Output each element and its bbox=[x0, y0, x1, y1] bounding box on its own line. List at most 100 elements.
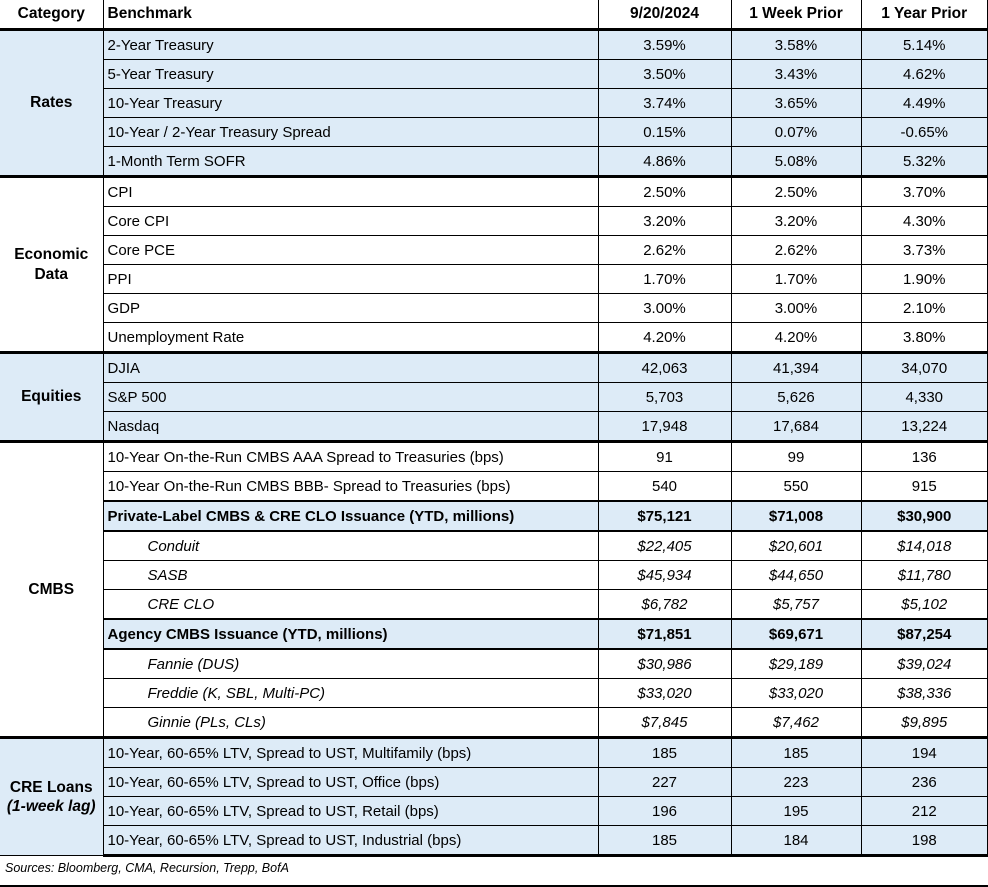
value-cell: 5,703 bbox=[597, 382, 732, 412]
value-cell: 4.86% bbox=[597, 146, 732, 177]
table-row: 10-Year, 60-65% LTV, Spread to UST, Indu… bbox=[0, 825, 988, 857]
col-header-category: Category bbox=[0, 0, 104, 30]
table-row: Economic Data CPI 2.50% 2.50% 3.70% bbox=[0, 175, 988, 353]
value-cell: 212 bbox=[860, 796, 988, 826]
value-cell: 34,070 bbox=[860, 351, 988, 383]
table-row: CRE Loans (1-week lag) 10-Year, 60-65% L… bbox=[0, 736, 988, 856]
value-cell: 13,224 bbox=[860, 411, 988, 442]
benchmark-cell: S&P 500 bbox=[102, 382, 599, 412]
col-header-current-date: 9/20/2024 bbox=[597, 0, 732, 30]
benchmark-cell: 5-Year Treasury bbox=[102, 59, 599, 89]
table-row-summary: Private-Label CMBS & CRE CLO Issuance (Y… bbox=[0, 500, 988, 532]
benchmark-cell: Freddie (K, SBL, Multi-PC) bbox=[102, 678, 599, 708]
table-row: Rates 2-Year Treasury 3.59% 3.58% 5.14% bbox=[0, 28, 988, 177]
benchmark-cell: GDP bbox=[102, 293, 599, 323]
benchmark-cell: 10-Year, 60-65% LTV, Spread to UST, Offi… bbox=[102, 767, 599, 797]
value-cell: 4,330 bbox=[860, 382, 988, 412]
value-cell: $39,024 bbox=[860, 648, 988, 679]
value-cell: 99 bbox=[730, 440, 862, 472]
value-cell: 0.07% bbox=[730, 117, 862, 147]
category-cell-rates: Rates bbox=[0, 28, 104, 177]
category-cell-cre-loans: CRE Loans (1-week lag) bbox=[0, 736, 104, 856]
table-row-sub: CRE CLO $6,782 $5,757 $5,102 bbox=[0, 589, 988, 620]
benchmark-cell: 10-Year, 60-65% LTV, Spread to UST, Mult… bbox=[102, 736, 599, 768]
value-cell: 2.10% bbox=[860, 293, 988, 323]
table-row: PPI 1.70% 1.70% 1.90% bbox=[0, 264, 988, 294]
value-cell: 184 bbox=[730, 825, 862, 857]
value-cell: 550 bbox=[730, 471, 862, 502]
value-cell: 0.15% bbox=[597, 117, 732, 147]
value-cell: 185 bbox=[597, 825, 732, 857]
value-cell: 3.58% bbox=[730, 28, 862, 60]
category-cell-economic-data: Economic Data bbox=[0, 175, 104, 353]
benchmark-cell: 10-Year Treasury bbox=[102, 88, 599, 118]
value-cell: $71,851 bbox=[597, 618, 732, 650]
sources-note: Sources: Bloomberg, CMA, Recursion, Trep… bbox=[0, 857, 988, 887]
value-cell: 198 bbox=[860, 825, 988, 857]
value-cell: $9,895 bbox=[860, 707, 988, 738]
table-row: 5-Year Treasury 3.50% 3.43% 4.62% bbox=[0, 59, 988, 89]
value-cell: $44,650 bbox=[730, 560, 862, 590]
table-row: 10-Year / 2-Year Treasury Spread 0.15% 0… bbox=[0, 117, 988, 147]
value-cell: 2.62% bbox=[730, 235, 862, 265]
benchmark-cell: 10-Year On-the-Run CMBS AAA Spread to Tr… bbox=[102, 440, 599, 472]
benchmark-cell: 10-Year, 60-65% LTV, Spread to UST, Indu… bbox=[102, 825, 599, 857]
value-cell: 4.49% bbox=[860, 88, 988, 118]
col-header-1-week-prior: 1 Week Prior bbox=[730, 0, 862, 30]
value-cell: 2.50% bbox=[597, 175, 732, 207]
value-cell: 1.90% bbox=[860, 264, 988, 294]
table-row-sub: Freddie (K, SBL, Multi-PC) $33,020 $33,0… bbox=[0, 678, 988, 708]
table-row: CMBS 10-Year On-the-Run CMBS AAA Spread … bbox=[0, 440, 988, 738]
benchmark-cell: Ginnie (PLs, CLs) bbox=[102, 707, 599, 738]
table-row: 10-Year Treasury 3.74% 3.65% 4.49% bbox=[0, 88, 988, 118]
value-cell: 185 bbox=[730, 736, 862, 768]
value-cell: 3.50% bbox=[597, 59, 732, 89]
value-cell: $22,405 bbox=[597, 530, 732, 561]
value-cell: 2.50% bbox=[730, 175, 862, 207]
value-cell: 3.00% bbox=[730, 293, 862, 323]
table-row: Unemployment Rate 4.20% 4.20% 3.80% bbox=[0, 322, 988, 353]
value-cell: 223 bbox=[730, 767, 862, 797]
table-row: 10-Year, 60-65% LTV, Spread to UST, Reta… bbox=[0, 796, 988, 826]
value-cell: 4.20% bbox=[597, 322, 732, 353]
value-cell: 227 bbox=[597, 767, 732, 797]
value-cell: $33,020 bbox=[730, 678, 862, 708]
table-row: 10-Year, 60-65% LTV, Spread to UST, Offi… bbox=[0, 767, 988, 797]
value-cell: -0.65% bbox=[860, 117, 988, 147]
value-cell: 4.20% bbox=[730, 322, 862, 353]
benchmark-cell: CPI bbox=[102, 175, 599, 207]
header-row: Category Benchmark 9/20/2024 1 Week Prio… bbox=[0, 0, 988, 30]
value-cell: 5.14% bbox=[860, 28, 988, 60]
benchmark-cell: 10-Year, 60-65% LTV, Spread to UST, Reta… bbox=[102, 796, 599, 826]
value-cell: 17,684 bbox=[730, 411, 862, 442]
value-cell: 3.20% bbox=[730, 206, 862, 236]
value-cell: 5.32% bbox=[860, 146, 988, 177]
value-cell: $29,189 bbox=[730, 648, 862, 679]
table-row: Equities DJIA 42,063 41,394 34,070 bbox=[0, 351, 988, 442]
benchmark-cell: Core CPI bbox=[102, 206, 599, 236]
value-cell: $71,008 bbox=[730, 500, 862, 532]
value-cell: $87,254 bbox=[860, 618, 988, 650]
table-row: 1-Month Term SOFR 4.86% 5.08% 5.32% bbox=[0, 146, 988, 177]
value-cell: 17,948 bbox=[597, 411, 732, 442]
value-cell: 4.30% bbox=[860, 206, 988, 236]
value-cell: $6,782 bbox=[597, 589, 732, 620]
value-cell: 3.74% bbox=[597, 88, 732, 118]
benchmark-cell: DJIA bbox=[102, 351, 599, 383]
benchmark-cell: Fannie (DUS) bbox=[102, 648, 599, 679]
value-cell: 5,626 bbox=[730, 382, 862, 412]
value-cell: 1.70% bbox=[730, 264, 862, 294]
value-cell: 196 bbox=[597, 796, 732, 826]
value-cell: $14,018 bbox=[860, 530, 988, 561]
value-cell: $7,462 bbox=[730, 707, 862, 738]
table-row: Nasdaq 17,948 17,684 13,224 bbox=[0, 411, 988, 442]
value-cell: $5,102 bbox=[860, 589, 988, 620]
value-cell: 3.80% bbox=[860, 322, 988, 353]
benchmark-cell: 2-Year Treasury bbox=[102, 28, 599, 60]
value-cell: 540 bbox=[597, 471, 732, 502]
value-cell: 4.62% bbox=[860, 59, 988, 89]
benchmark-table: Category Benchmark 9/20/2024 1 Week Prio… bbox=[0, 0, 988, 857]
table-row: Core PCE 2.62% 2.62% 3.73% bbox=[0, 235, 988, 265]
table-row-sub: SASB $45,934 $44,650 $11,780 bbox=[0, 560, 988, 590]
